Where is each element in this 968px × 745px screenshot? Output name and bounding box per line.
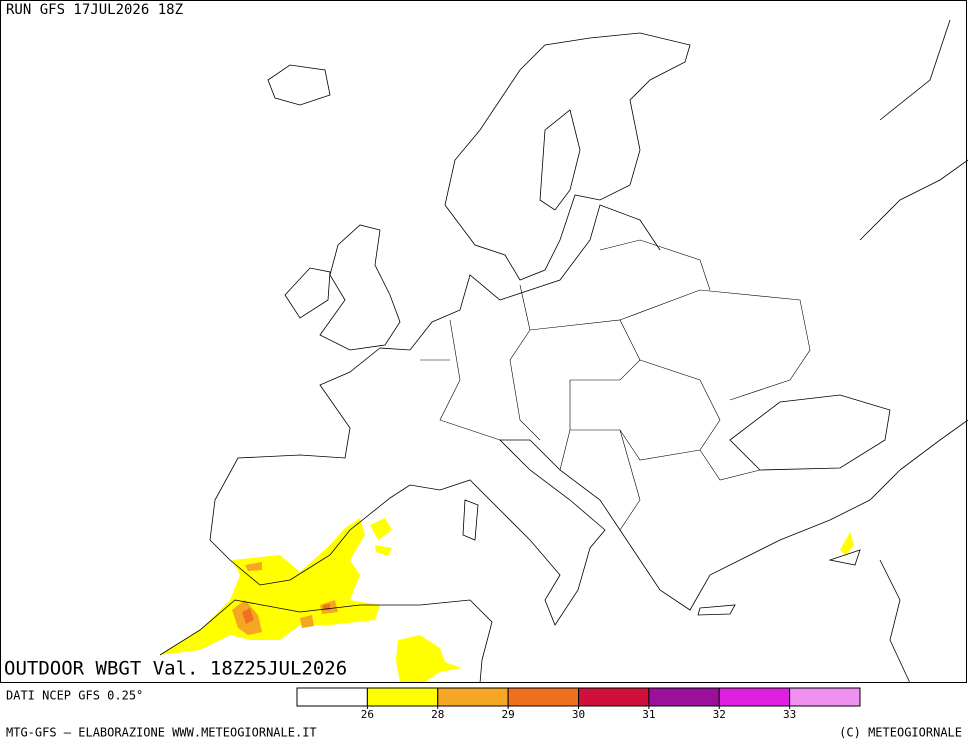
source-label: DATI NCEP GFS 0.25° bbox=[6, 689, 143, 703]
map-frame bbox=[0, 0, 967, 683]
colorbar-tick-label: 30 bbox=[572, 708, 585, 721]
colorbar-swatch bbox=[718, 687, 791, 707]
wbgt-area bbox=[232, 562, 338, 635]
colorbar-swatch bbox=[789, 687, 861, 707]
wbgt-area bbox=[160, 518, 380, 655]
colorbar-swatch bbox=[648, 687, 720, 707]
colorbar-swatch bbox=[437, 687, 509, 707]
colorbar-tick-label: 33 bbox=[783, 708, 796, 721]
colorbar-tick-label: 28 bbox=[431, 708, 444, 721]
map-title: OUTDOOR WBGT Val. 18Z25JUL2026 bbox=[4, 658, 347, 680]
credits: MTG-GFS — ELABORAZIONE WWW.METEOGIORNALE… bbox=[6, 726, 317, 740]
colorbar-swatch bbox=[578, 687, 650, 707]
colorbar-swatch bbox=[507, 687, 579, 707]
wbgt-area bbox=[370, 518, 854, 682]
run-label: RUN GFS 17JUL2026 18Z bbox=[6, 2, 183, 18]
colorbar-tick-label: 29 bbox=[502, 708, 515, 721]
colorbar-tick-label: 32 bbox=[713, 708, 726, 721]
colorbar: 26 28 29 30 31 32 33 bbox=[296, 687, 861, 721]
map bbox=[159, 19, 968, 684]
colorbar-tick-label: 26 bbox=[361, 708, 374, 721]
colorbar-tick-label: 31 bbox=[642, 708, 655, 721]
colorbar-swatch bbox=[366, 687, 439, 707]
colorbar-swatch bbox=[296, 687, 368, 707]
copyright: (C) METEOGIORNALE bbox=[839, 726, 962, 740]
